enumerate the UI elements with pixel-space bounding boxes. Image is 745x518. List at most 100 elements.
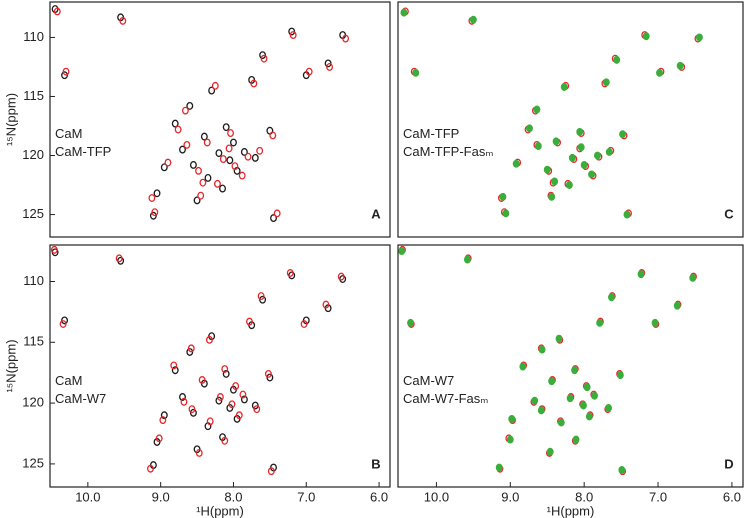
- peak: [195, 448, 203, 457]
- peak: [273, 209, 281, 218]
- x-axis-title: ¹H(ppm): [547, 503, 595, 518]
- y-axis-title: ¹⁵N(ppm): [3, 339, 18, 392]
- peak: [214, 179, 221, 188]
- peak: [579, 401, 587, 410]
- peak: [147, 464, 154, 473]
- peak: [656, 68, 663, 77]
- peak: [153, 189, 161, 198]
- peak: [199, 178, 207, 187]
- peak: [227, 129, 235, 138]
- peak: [602, 78, 610, 87]
- peak: [59, 320, 67, 328]
- y-axis-title: ¹⁵N(ppm): [3, 93, 18, 146]
- peak: [174, 125, 182, 134]
- peak: [619, 130, 627, 139]
- legend-entry: CaM: [55, 126, 82, 141]
- peak: [538, 345, 546, 354]
- peak: [400, 8, 408, 17]
- peak: [286, 269, 294, 277]
- panel-label: A: [371, 206, 381, 221]
- peak: [398, 247, 406, 256]
- peak: [676, 61, 684, 70]
- y-tick-label: 110: [23, 29, 44, 44]
- peak: [269, 131, 277, 140]
- legend-entry: CaM-W7: [403, 373, 454, 388]
- peak: [221, 365, 229, 373]
- peak: [337, 272, 345, 281]
- panel-label: B: [371, 456, 380, 471]
- peak: [264, 369, 272, 378]
- peak: [115, 254, 123, 263]
- x-tick-label: 9.0: [152, 489, 170, 504]
- peak: [159, 416, 167, 425]
- peak: [300, 320, 308, 328]
- legend-entry: CaM-TFP: [403, 126, 459, 141]
- peak: [565, 181, 573, 189]
- panel-frame: [49, 244, 391, 488]
- peak: [232, 382, 240, 391]
- peak: [267, 467, 275, 476]
- peak: [215, 149, 223, 158]
- peak: [568, 153, 576, 162]
- peak: [412, 68, 420, 77]
- peak: [253, 405, 261, 414]
- peak: [240, 148, 248, 156]
- plot-area: [51, 5, 350, 223]
- peak: [588, 170, 596, 179]
- peak: [186, 101, 194, 110]
- peak: [548, 192, 556, 201]
- peak: [499, 192, 507, 201]
- peak: [651, 318, 659, 327]
- panel-frame: [397, 244, 744, 488]
- peak: [605, 404, 612, 412]
- peak: [623, 210, 631, 219]
- peak: [543, 165, 551, 174]
- peak: [246, 317, 253, 326]
- peak: [642, 32, 650, 41]
- peak: [502, 209, 510, 218]
- panel-frame: [397, 1, 744, 238]
- peak: [219, 184, 226, 193]
- y-tick-label: 115: [23, 88, 44, 103]
- peak: [519, 362, 527, 371]
- y-tick-label: 115: [23, 334, 44, 349]
- peak: [239, 390, 247, 399]
- peak: [204, 174, 212, 182]
- legend-entry: CaM-W7: [55, 391, 106, 406]
- peak: [226, 156, 234, 165]
- peak: [689, 273, 697, 282]
- peak: [583, 383, 591, 392]
- peak: [160, 163, 168, 172]
- peak: [571, 366, 579, 375]
- peak: [613, 55, 621, 64]
- peak: [221, 436, 229, 445]
- peak: [596, 318, 604, 327]
- peak: [148, 194, 156, 202]
- peak: [203, 138, 211, 147]
- y-tick-label: 125: [22, 455, 44, 470]
- x-tick-label: 7.0: [649, 489, 667, 504]
- peak: [608, 293, 615, 302]
- x-tick-label: 6.0: [370, 489, 388, 504]
- x-tick-label: 7.0: [297, 489, 315, 504]
- x-tick-label: 10.0: [75, 489, 100, 504]
- peak: [594, 151, 601, 160]
- peak: [305, 67, 313, 76]
- x-axis-title: ¹H(ppm): [196, 503, 244, 518]
- peak: [183, 140, 191, 149]
- peak: [577, 143, 585, 152]
- peak: [637, 270, 645, 279]
- peak: [193, 196, 201, 205]
- panel-frame: [49, 1, 391, 238]
- peak: [572, 435, 580, 444]
- peak: [160, 411, 168, 420]
- peak: [673, 301, 681, 310]
- peak: [551, 177, 559, 186]
- x-tick-label: 6.0: [723, 489, 741, 504]
- peak: [206, 417, 214, 426]
- peak: [200, 132, 208, 141]
- x-tick-label: 8.0: [224, 489, 242, 504]
- y-tick-label: 120: [22, 147, 44, 162]
- peak: [222, 123, 230, 132]
- peak: [211, 81, 219, 90]
